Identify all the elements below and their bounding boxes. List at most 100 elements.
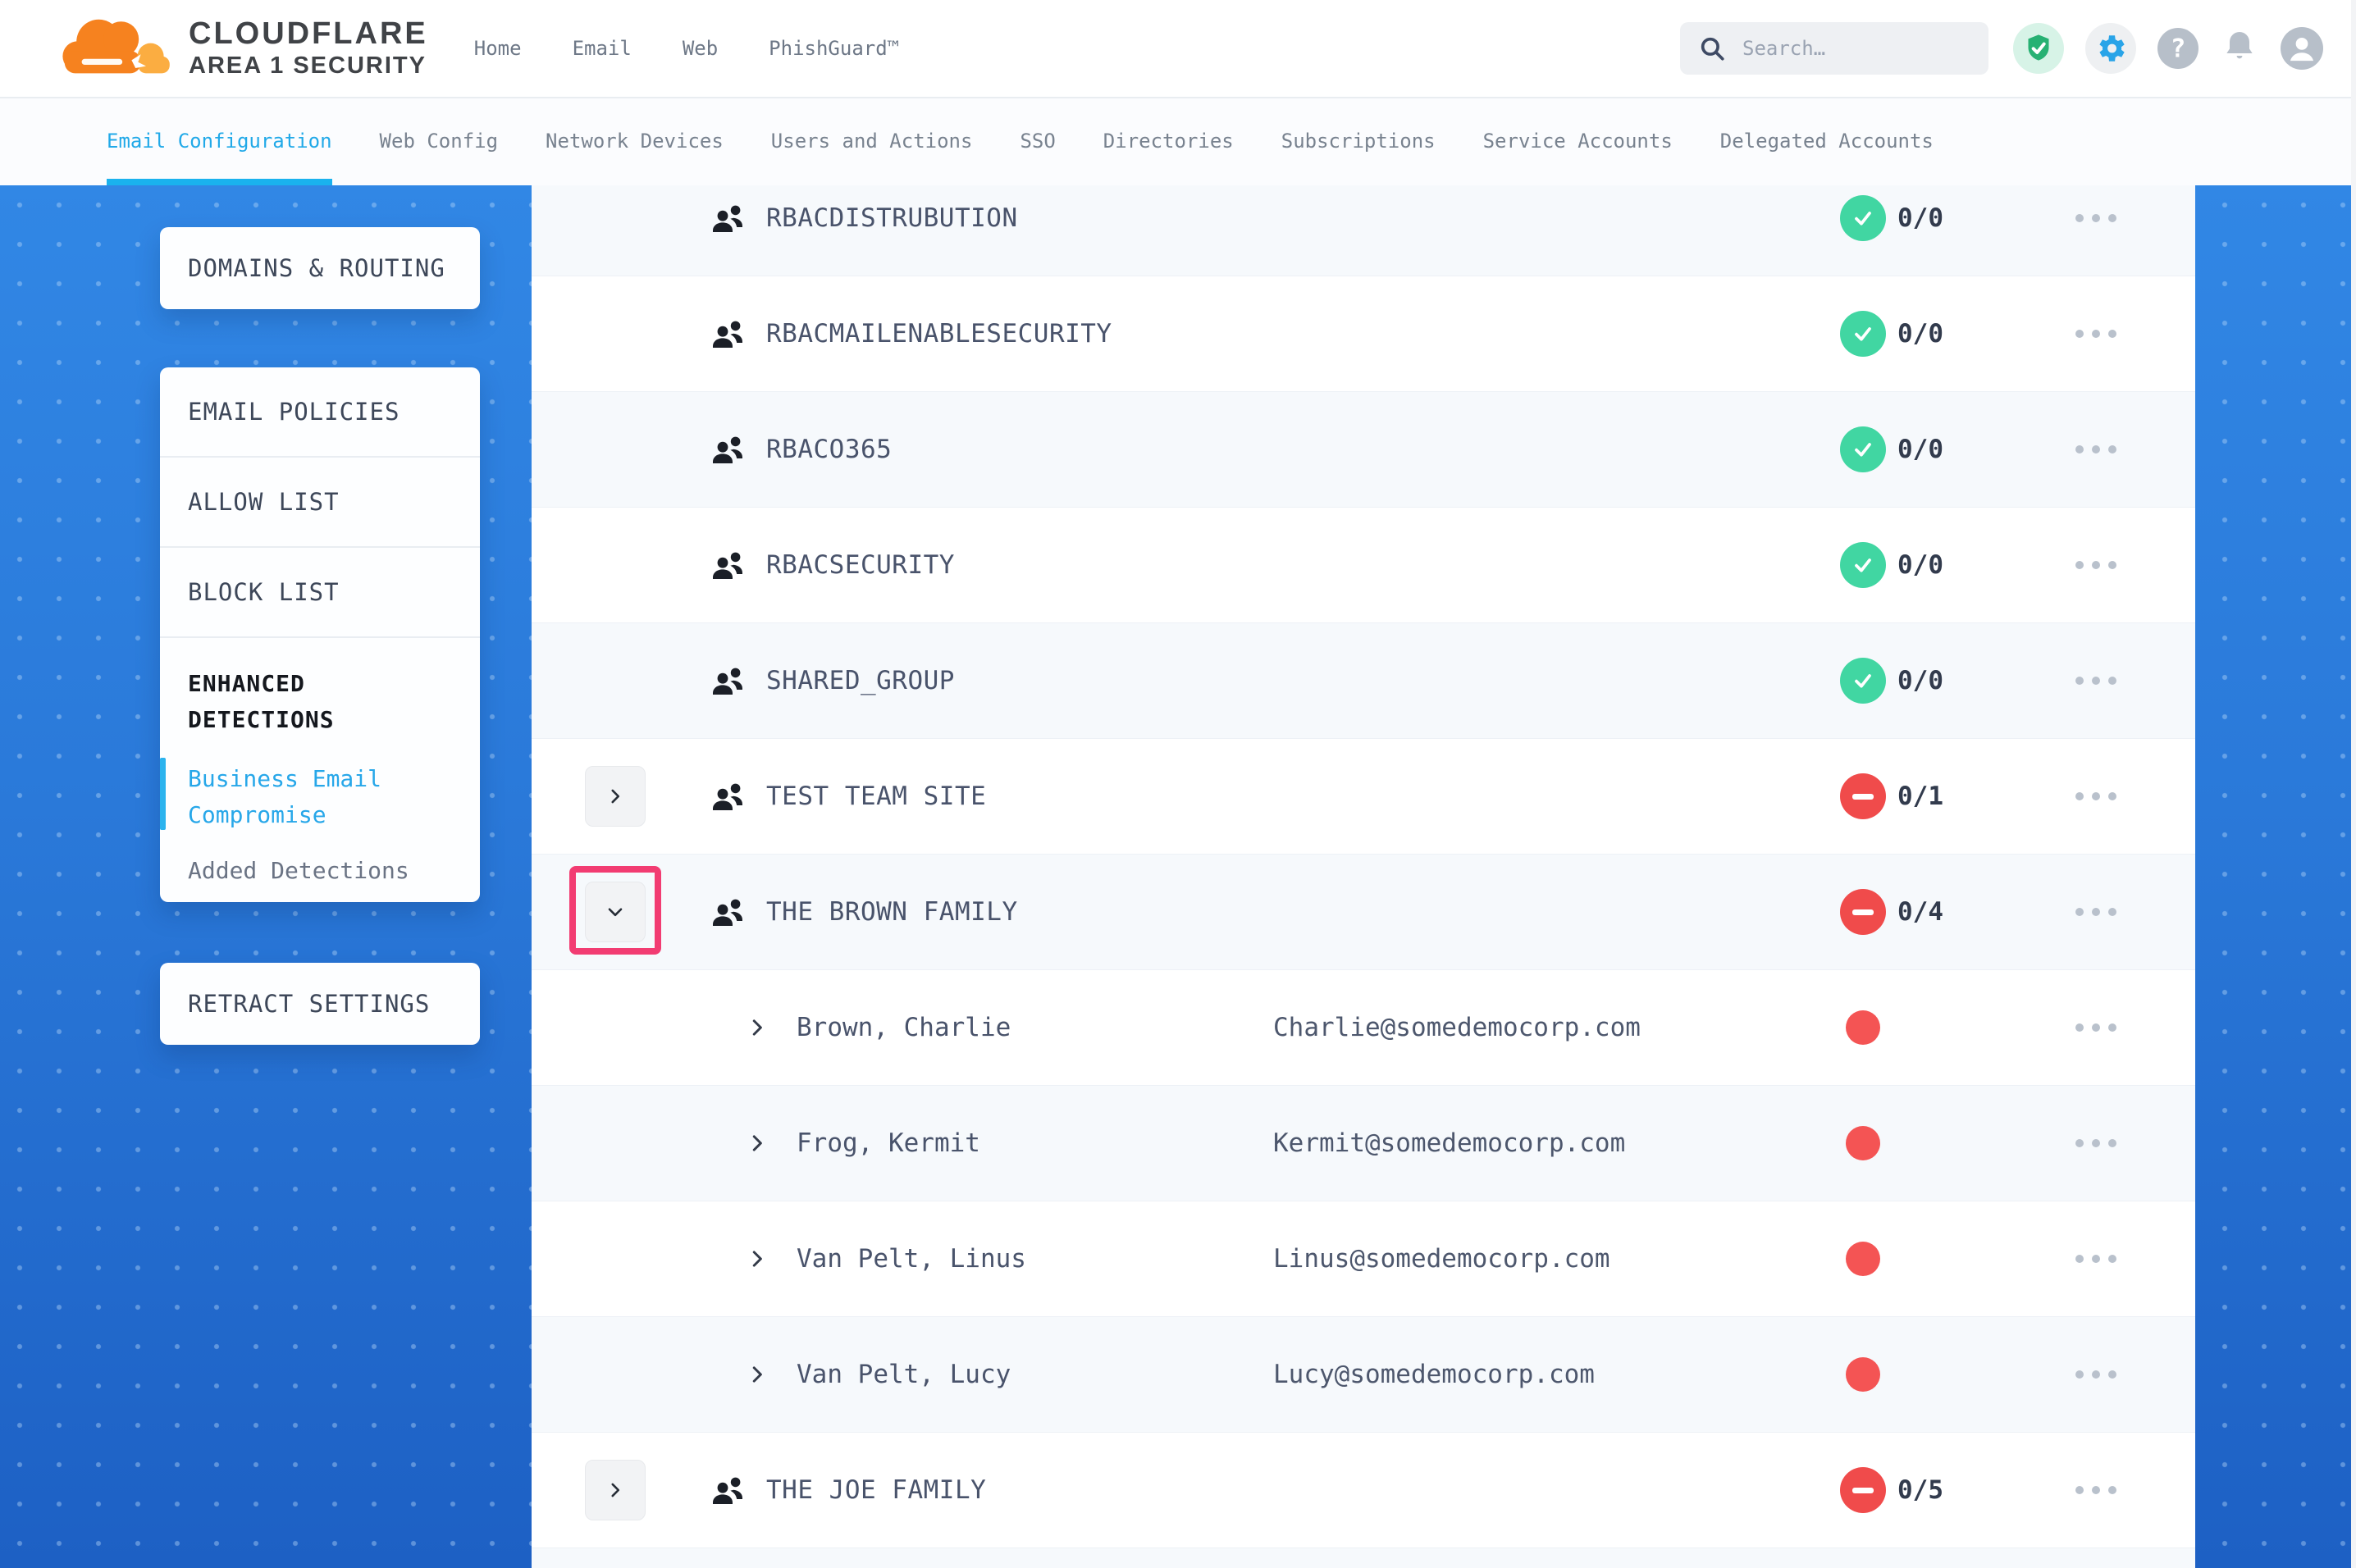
added-detections-label: Added Detections [188,857,409,884]
users-group-icon [713,552,742,579]
status-badge-pass [1840,311,1886,357]
notifications-button[interactable] [2220,27,2259,70]
collapse-group-button[interactable] [585,882,646,942]
chevron-right-icon [611,1483,620,1497]
search-input[interactable] [1741,36,1974,61]
status-badge-blocked [1840,889,1886,935]
sidebar-item-retract-settings[interactable]: RETRACT SETTINGS [160,963,480,1045]
row-actions-menu-button[interactable] [2069,1012,2123,1043]
minus-icon [1852,793,1874,800]
groups-list-panel: RBACDISTRUBUTION 0/0 RBACMAILENABLESECUR… [532,185,2195,1568]
check-icon [1855,327,1871,341]
user-avatar-icon [2290,38,2314,62]
row-actions-menu-button[interactable] [2069,549,2123,581]
scrollbar[interactable] [2351,0,2356,1568]
status-badge-pass [1840,542,1886,588]
tab-network-devices[interactable]: Network Devices [546,130,724,153]
row-actions-menu-button[interactable] [2069,896,2123,928]
member-email: Kermit@somedemocorp.com [1273,1128,1626,1158]
users-group-icon [713,1477,742,1504]
sidebar-item-added-detections[interactable]: Added Detections [188,853,455,889]
logo-wordmark: CLOUDFLARE [189,16,428,51]
tab-users-and-actions[interactable]: Users and Actions [770,130,973,153]
tab-delegated-accounts[interactable]: Delegated Accounts [1719,130,1934,153]
nav-web[interactable]: Web [682,37,719,60]
domains-routing-label: DOMAINS & ROUTING [188,254,445,282]
row-actions-menu-button[interactable] [2069,1128,2123,1159]
chevron-down-icon [608,908,623,917]
expand-group-button[interactable] [585,766,646,827]
row-actions-menu-button[interactable] [2069,434,2123,465]
row-actions-menu-button[interactable] [2069,203,2123,234]
status-badge-blocked [1840,1467,1886,1513]
member-count: 0/0 [1897,666,1943,695]
group-name: THE BROWN FAMILY [766,897,1018,927]
sidebar-item-business-email-compromise[interactable]: Business Email Compromise [160,758,455,833]
groups-list: RBACDISTRUBUTION 0/0 RBACMAILENABLESECUR… [532,185,2195,1568]
allow-list-label: ALLOW LIST [188,488,340,516]
tab-email-configuration[interactable]: Email Configuration [107,97,332,185]
member-count: 0/0 [1897,435,1943,464]
member-count: 0/0 [1897,203,1943,233]
table-row-group: TEST TEAM SITE 0/1 [532,738,2195,854]
chevron-right-icon[interactable] [745,1362,769,1387]
tab-service-accounts[interactable]: Service Accounts [1482,130,1673,153]
group-name: SHARED_GROUP [766,666,955,695]
chevron-right-icon[interactable] [745,1131,769,1155]
header-icons: ? [2013,23,2323,74]
table-row-group: RBACO365 0/0 [532,391,2195,507]
users-group-icon [713,899,742,926]
email-policies-label: EMAIL POLICIES [188,398,400,426]
tab-directories[interactable]: Directories [1103,130,1234,153]
tab-web-config[interactable]: Web Config [379,130,499,153]
member-count: 0/5 [1897,1475,1943,1505]
row-actions-menu-button[interactable] [2069,318,2123,349]
settings-button[interactable] [2085,23,2136,74]
users-group-icon [713,321,742,348]
help-button[interactable]: ? [2157,28,2198,69]
member-count: 0/4 [1897,897,1943,927]
chevron-right-icon[interactable] [745,1015,769,1040]
nav-email[interactable]: Email [572,37,632,60]
expand-group-button[interactable] [585,1460,646,1520]
sidebar-item-block-list[interactable]: BLOCK LIST [160,548,480,638]
status-badge-blocked [1840,773,1886,819]
table-row-group: SHARED_GROUP 0/0 [532,622,2195,738]
sidebar-item-domains-routing[interactable]: DOMAINS & ROUTING [160,227,480,309]
users-group-icon [713,783,742,810]
cloudflare-logo: CLOUDFLARE AREA 1 SECURITY [48,9,428,88]
nav-home[interactable]: Home [473,37,522,60]
security-status-button[interactable] [2013,23,2064,74]
table-row-group: RBACDISTRUBUTION 0/0 [532,185,2195,276]
nav-phishguard[interactable]: PhishGuard™ [769,37,900,60]
table-row-group: THE JOE FAMILY 0/5 [532,1432,2195,1547]
tab-sso[interactable]: SSO [1020,130,1056,153]
search-box[interactable] [1680,22,1988,75]
status-badge-pass [1840,658,1886,704]
table-row-member: Brown, Charlie Charlie@somedemocorp.com [532,969,2195,1085]
row-actions-menu-button[interactable] [2069,781,2123,812]
check-icon [1855,443,1871,457]
chevron-right-icon[interactable] [745,1247,769,1271]
row-actions-menu-button[interactable] [2069,665,2123,696]
member-name: Van Pelt, Linus [797,1244,1026,1274]
logo-product-name: AREA 1 SECURITY [189,52,427,79]
tab-subscriptions[interactable]: Subscriptions [1281,130,1436,153]
status-dot-alert [1846,1010,1880,1045]
row-actions-menu-button[interactable] [2069,1243,2123,1274]
svg-text:?: ? [2171,34,2186,63]
block-list-label: BLOCK LIST [188,578,340,606]
row-actions-menu-button[interactable] [2069,1359,2123,1390]
sidebar-item-email-policies[interactable]: EMAIL POLICIES [160,367,480,458]
row-actions-menu-button[interactable] [2069,1475,2123,1506]
member-name: Frog, Kermit [797,1128,980,1158]
sidebar-item-allow-list[interactable]: ALLOW LIST [160,458,480,548]
primary-nav: Home Email Web PhishGuard™ [474,37,899,60]
cloudflare-cloud-icon [62,19,170,74]
group-name: RBACO365 [766,435,893,464]
member-email: Linus@somedemocorp.com [1273,1244,1610,1274]
account-button[interactable] [2281,27,2323,70]
check-icon [1855,558,1871,572]
group-name: RBACSECURITY [766,550,955,580]
table-row-member: Frog, Kermit Kermit@somedemocorp.com [532,1085,2195,1201]
